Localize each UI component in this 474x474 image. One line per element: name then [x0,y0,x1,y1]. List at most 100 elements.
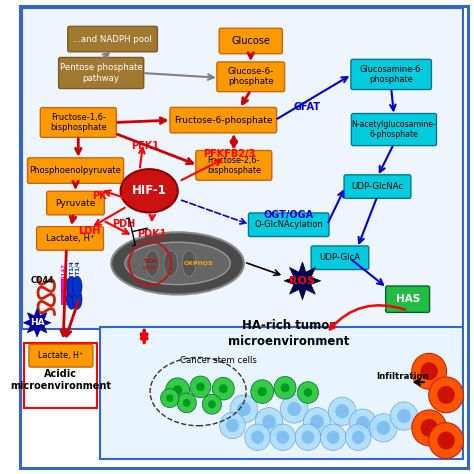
Text: Glucose-6-
phosphate: Glucose-6- phosphate [228,67,274,86]
Circle shape [276,431,289,444]
FancyBboxPatch shape [61,279,68,292]
FancyBboxPatch shape [73,289,82,309]
FancyBboxPatch shape [344,175,411,198]
Ellipse shape [182,250,196,276]
Text: ...and NADPH pool: ...and NADPH pool [73,35,152,44]
Circle shape [320,424,346,450]
Text: Lactate, H⁺: Lactate, H⁺ [46,234,94,243]
FancyBboxPatch shape [22,8,464,329]
Circle shape [327,431,339,444]
Text: MCT1/4: MCT1/4 [75,260,80,283]
Ellipse shape [125,242,230,284]
Text: PFKFB2/3: PFKFB2/3 [203,149,255,159]
Circle shape [397,409,411,423]
Circle shape [420,362,438,380]
Circle shape [262,415,276,429]
Ellipse shape [164,250,178,276]
Circle shape [412,354,447,389]
FancyBboxPatch shape [219,28,283,54]
Text: Lactate, H⁺: Lactate, H⁺ [38,351,83,360]
Text: TCA: TCA [143,259,157,264]
Circle shape [219,412,245,438]
FancyBboxPatch shape [100,327,464,459]
FancyBboxPatch shape [311,246,369,270]
FancyBboxPatch shape [386,286,429,312]
FancyBboxPatch shape [351,114,437,146]
Circle shape [190,376,211,398]
Circle shape [281,383,290,392]
Circle shape [356,416,370,430]
Text: UDP-GlcA: UDP-GlcA [319,253,361,262]
Circle shape [219,384,228,393]
Circle shape [376,421,390,435]
Text: HA: HA [30,318,45,327]
Circle shape [202,394,221,414]
Circle shape [412,410,447,446]
Ellipse shape [111,232,244,294]
Text: Pyruvate: Pyruvate [55,199,96,208]
Circle shape [328,397,356,426]
Text: Glucosamine-6-
phosphate: Glucosamine-6- phosphate [359,65,423,84]
FancyBboxPatch shape [68,27,157,52]
Circle shape [428,423,464,458]
Text: HIF-1: HIF-1 [132,184,167,197]
Circle shape [177,393,196,413]
FancyBboxPatch shape [351,59,431,90]
Circle shape [295,424,321,450]
Text: LDH: LDH [79,226,101,236]
Circle shape [183,399,191,407]
Text: cycle: cycle [143,265,157,270]
Circle shape [274,376,296,399]
Circle shape [346,424,371,450]
Circle shape [301,431,314,444]
FancyBboxPatch shape [29,345,93,367]
Circle shape [352,431,365,444]
Circle shape [281,395,308,423]
Text: Fructose-1,6-
bisphosphate: Fructose-1,6- bisphosphate [50,113,107,132]
Circle shape [257,387,267,396]
Text: PK: PK [92,191,107,201]
Text: PDK1: PDK1 [137,228,166,239]
Text: ROS: ROS [290,276,315,286]
Text: Fructose-6-phosphate: Fructose-6-phosphate [174,116,273,125]
Ellipse shape [120,169,178,212]
Text: HAS: HAS [395,294,420,304]
Circle shape [226,419,239,432]
Text: Cancer stem cells: Cancer stem cells [180,356,257,365]
FancyBboxPatch shape [248,213,329,237]
Text: Pentose phosphate
pathway: Pentose phosphate pathway [60,64,143,82]
Text: O-GlcNAcylation: O-GlcNAcylation [254,220,323,229]
Circle shape [161,389,179,408]
Circle shape [196,383,205,391]
FancyBboxPatch shape [24,343,98,408]
FancyBboxPatch shape [67,289,76,309]
FancyBboxPatch shape [40,108,116,137]
Text: MCT1/4: MCT1/4 [69,260,74,283]
Polygon shape [23,309,51,337]
Circle shape [251,380,273,403]
FancyBboxPatch shape [196,151,272,180]
FancyBboxPatch shape [27,158,124,183]
Circle shape [349,409,376,438]
Circle shape [165,378,190,402]
Circle shape [245,424,270,450]
Circle shape [390,402,418,430]
Circle shape [336,404,349,419]
FancyBboxPatch shape [73,276,82,296]
Circle shape [370,414,397,442]
Circle shape [287,402,301,416]
Circle shape [173,385,182,395]
Text: PDH: PDH [112,219,136,229]
Circle shape [304,388,312,397]
Text: GFAT: GFAT [293,102,320,112]
Text: Infiltration: Infiltration [377,373,429,382]
FancyBboxPatch shape [47,191,104,215]
Ellipse shape [146,250,159,276]
Circle shape [297,382,319,403]
Text: Acidic
microenvironment: Acidic microenvironment [10,369,111,391]
Circle shape [428,377,464,413]
Text: Glucose: Glucose [231,36,270,46]
Text: Fructose-2,6-
bisphosphate: Fructose-2,6- bisphosphate [207,156,261,175]
Circle shape [230,395,257,423]
Polygon shape [284,262,321,300]
